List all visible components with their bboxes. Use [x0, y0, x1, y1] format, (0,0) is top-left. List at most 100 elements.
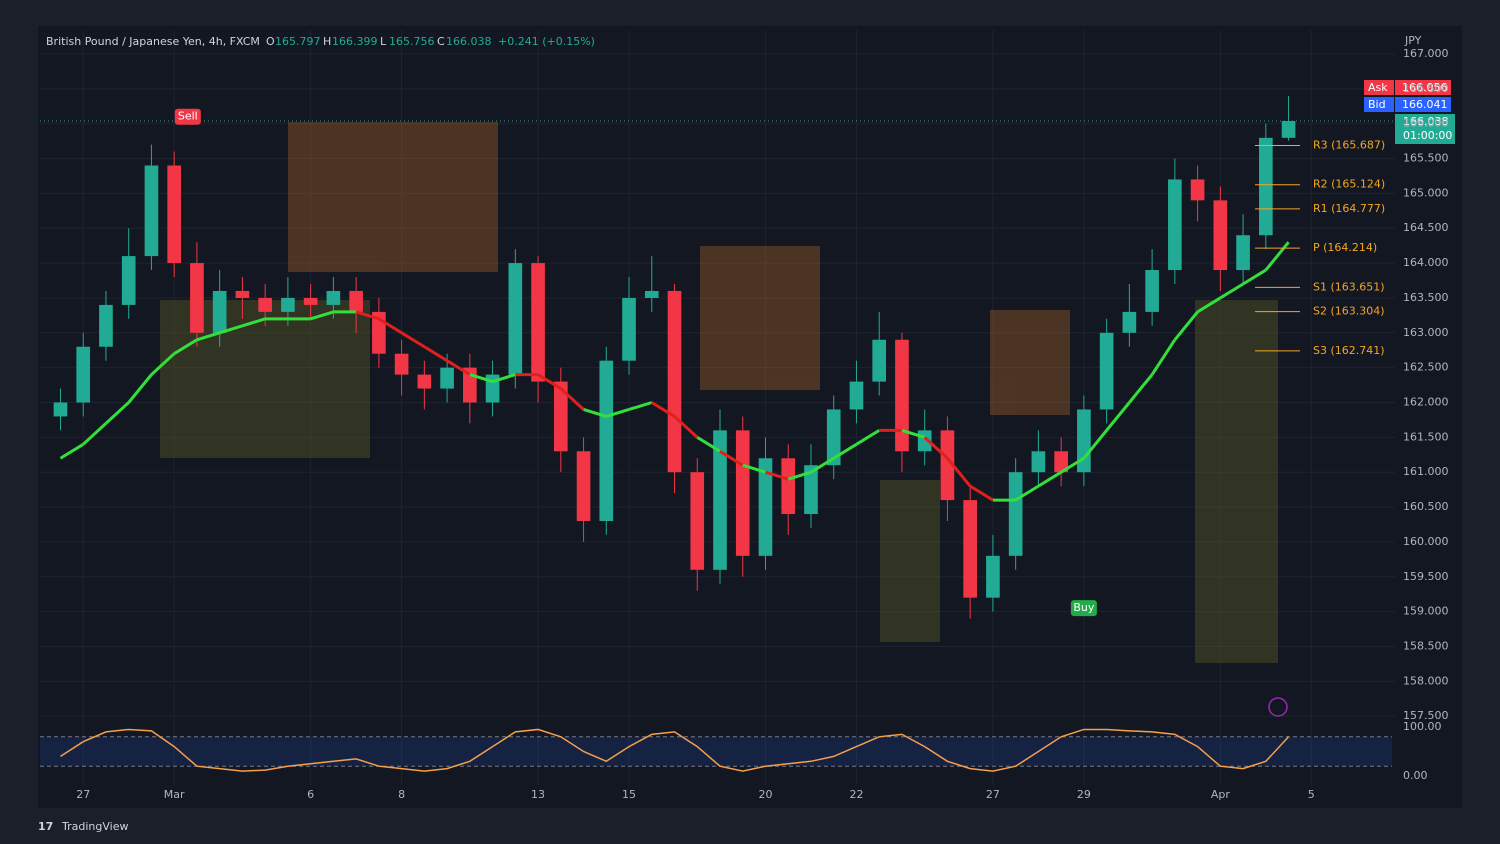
candle-body: [1281, 121, 1296, 138]
ohlc-value: 166.038: [446, 35, 492, 48]
candle-body: [667, 290, 682, 473]
candle-body: [417, 374, 432, 389]
y-tick-label: 160.500: [1403, 500, 1449, 513]
symbol: British Pound / Japanese Yen, 4h, FXCM: [46, 35, 260, 48]
moving-average: [583, 408, 607, 418]
candle-body: [804, 465, 818, 515]
x-tick-label: 5: [1308, 788, 1315, 801]
oscillator-band: [40, 736, 1392, 767]
candle-body: [1031, 451, 1046, 473]
candle-body: [258, 297, 272, 312]
alert-icon[interactable]: [1268, 697, 1288, 717]
candle-body: [1054, 451, 1068, 473]
candle-body: [508, 263, 523, 375]
moving-average: [1219, 282, 1244, 300]
x-tick-label: 15: [622, 788, 636, 801]
moving-average: [559, 387, 585, 411]
pivot-label: R2 (165.124): [1313, 178, 1385, 191]
moving-average: [1105, 401, 1131, 432]
moving-average: [400, 331, 426, 349]
x-tick-label: 6: [307, 788, 314, 801]
candle-body: [1077, 409, 1091, 473]
moving-average: [127, 373, 153, 404]
moving-average: [901, 428, 926, 439]
moving-average: [59, 443, 84, 460]
candle-body: [235, 290, 250, 298]
candle-body: [735, 430, 750, 556]
ohlc-label: H: [323, 35, 331, 48]
ohlc-value: 165.756: [389, 35, 435, 48]
pivot-label: S3 (162.741): [1313, 344, 1385, 357]
candle-body: [690, 472, 705, 570]
brand: TradingView: [61, 820, 128, 833]
moving-average: [82, 422, 107, 446]
moving-average: [1173, 310, 1199, 341]
moving-average: [810, 456, 835, 474]
moving-average: [469, 373, 494, 384]
last-box: [1395, 114, 1455, 144]
candle-body: [826, 409, 841, 466]
ask: 166.056: [1402, 81, 1448, 94]
candle-body: [1122, 311, 1137, 333]
brand-logo: 17: [38, 820, 53, 833]
signal-badge: [1070, 600, 1097, 617]
oscillator-tick-label: 100.00: [1403, 720, 1442, 733]
moving-average: [673, 415, 699, 439]
moving-average: [196, 331, 221, 342]
candle-body: [281, 297, 295, 312]
candle-body: [326, 290, 341, 305]
moving-average: [173, 338, 198, 355]
moving-average: [1242, 268, 1267, 286]
zone: [880, 480, 940, 642]
candle-body: [349, 290, 363, 312]
candle-body: [1236, 235, 1250, 271]
chart-panel: [38, 26, 1462, 808]
candle-body: [713, 430, 727, 570]
candle-body: [1099, 332, 1114, 410]
y-tick-label: 161.500: [1403, 430, 1449, 443]
y-tick-label: 167.000: [1403, 47, 1449, 60]
candle-body: [940, 430, 955, 501]
ask-box: [1395, 80, 1451, 95]
moving-average: [605, 408, 630, 418]
candle-body: [1213, 200, 1228, 271]
y-tick-label: 166.000: [1403, 117, 1449, 130]
x-tick-label: Mar: [164, 788, 185, 801]
candle-body: [1145, 270, 1159, 312]
signal-badge: [174, 108, 201, 125]
candle-body: [394, 353, 409, 375]
moving-average: [1060, 456, 1085, 474]
moving-average: [537, 373, 562, 390]
last-price: 166.038: [1403, 115, 1449, 128]
pivot-label: R3 (165.687): [1313, 138, 1385, 151]
currency: JPY: [1404, 34, 1422, 47]
y-tick-label: 162.500: [1403, 361, 1449, 374]
y-tick-label: 160.000: [1403, 535, 1449, 548]
candle-body: [1008, 472, 1023, 556]
ohlc-value: 166.399: [332, 35, 378, 48]
bid-box: [1395, 97, 1451, 112]
candle-body: [1258, 137, 1273, 236]
candle-body: [781, 458, 796, 515]
ohlc: O 165.797 H 166.399 L 165.756 C 166.038 +0.241 (…: [266, 35, 595, 48]
candle-body: [599, 360, 614, 521]
moving-average: [378, 317, 403, 335]
zone: [1195, 300, 1278, 663]
moving-average: [241, 317, 266, 328]
candle-body: [303, 297, 318, 305]
moving-average: [696, 436, 721, 453]
ohlc-label: C: [437, 35, 445, 48]
pivot-label: S1 (163.651): [1313, 280, 1385, 293]
moving-average: [150, 352, 176, 376]
moving-average: [765, 470, 789, 481]
candle-body: [644, 290, 659, 298]
candle-body: [190, 263, 204, 333]
moving-average: [1082, 429, 1108, 460]
moving-average: [1037, 470, 1062, 488]
candle-body: [212, 290, 227, 333]
candle-body: [53, 402, 68, 417]
moving-average: [492, 373, 516, 384]
x-tick-label: 8: [398, 788, 405, 801]
moving-average: [923, 436, 949, 460]
